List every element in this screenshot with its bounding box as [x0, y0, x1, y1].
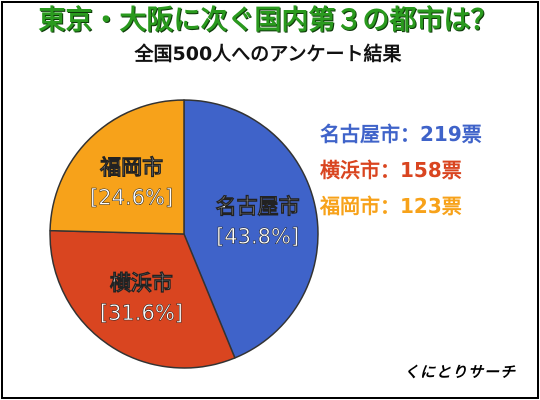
brand-logo: くにとりサーチ [404, 363, 517, 381]
legend-item-yokohama: 横浜市：158票 [320, 158, 462, 182]
legend-item-nagoya: 名古屋市：219票 [320, 122, 482, 146]
chart-legend: 名古屋市：219票 横浜市：158票 福岡市：123票 [320, 116, 482, 224]
pie-slice-nagoya [183, 99, 319, 359]
slice-percent-yokohama: [31.6%] [100, 301, 183, 325]
chart-title: 東京・大阪に次ぐ国内第３の都市は？ [38, 5, 498, 36]
slice-label-yokohama: 横浜市 [110, 271, 173, 295]
slice-label-fukuoka: 福岡市 [99, 155, 163, 179]
slice-percent-nagoya: [43.8%] [216, 224, 299, 248]
pie-slice-yokohama [49, 229, 236, 369]
legend-item-fukuoka: 福岡市：123票 [320, 194, 462, 218]
slice-percent-fukuoka: [24.6%] [90, 185, 173, 209]
slice-label-nagoya: 名古屋市 [216, 194, 300, 218]
pie-slice-fukuoka [49, 99, 185, 235]
chart-subtitle: 全国500人へのアンケート結果 [134, 43, 402, 65]
